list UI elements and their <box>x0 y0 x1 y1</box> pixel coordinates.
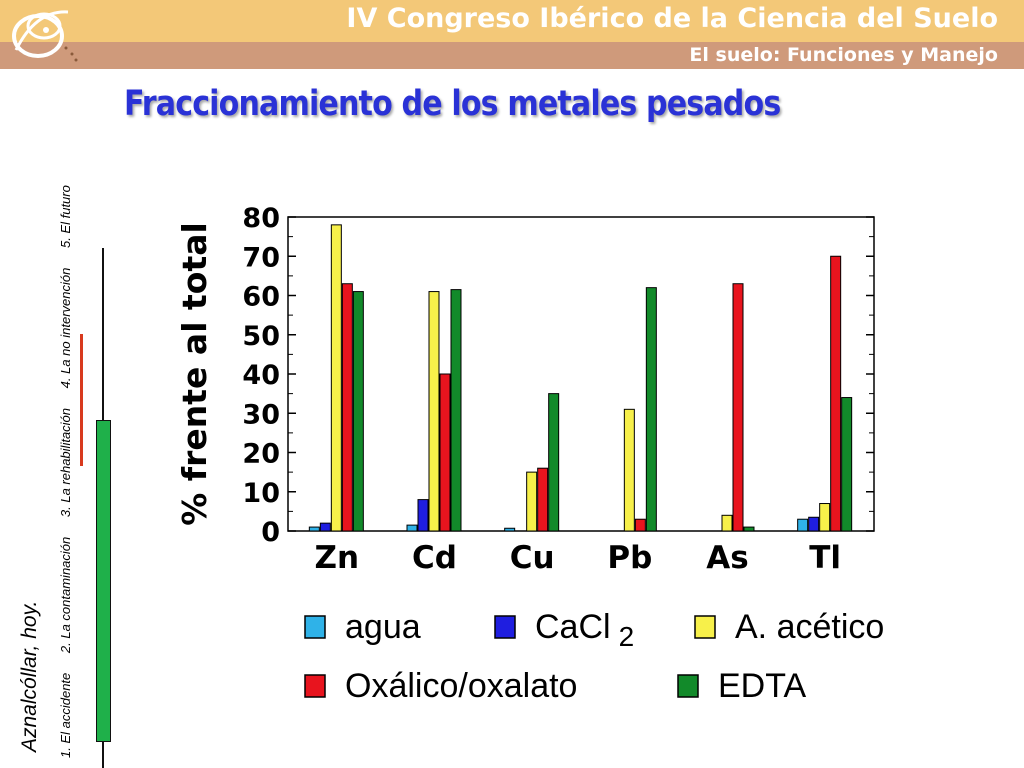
bar-cd-2 <box>428 291 440 532</box>
bar-cu-0 <box>504 527 516 532</box>
bar-pb-3 <box>634 518 646 532</box>
town-label: Aznalcóllar, hoy. <box>18 600 41 752</box>
conference-subtitle: El suelo: Funciones y Manejo <box>689 44 998 66</box>
y-tick-label: 60 <box>242 282 280 313</box>
x-tick-label: Cd <box>412 540 457 576</box>
current-section-marker <box>80 334 83 466</box>
bar-cu-2 <box>526 471 538 532</box>
bar-cd-4 <box>450 289 462 532</box>
legend-label-4: EDTA <box>718 667 806 705</box>
bar-cd-0 <box>406 524 418 532</box>
y-tick-label: 0 <box>261 517 280 548</box>
nav-item-future[interactable]: 5. El futuro <box>58 185 73 249</box>
y-tick-label: 80 <box>242 203 280 234</box>
header-top-band <box>0 0 1024 42</box>
bar-zn-0 <box>308 526 320 532</box>
bar-tl-2 <box>819 503 831 532</box>
y-tick-label: 30 <box>242 399 280 430</box>
bar-tl-4 <box>841 397 853 532</box>
section-nav: 1. El accidente 2. La contaminación 3. L… <box>58 169 73 758</box>
y-tick-label: 40 <box>242 360 280 391</box>
legend-label-3: Oxálico/oxalato <box>345 667 577 705</box>
bar-zn-2 <box>330 224 342 532</box>
header-bottom-band <box>0 42 1024 69</box>
nav-item-accident[interactable]: 1. El accidente <box>58 672 73 758</box>
conference-title: IV Congreso Ibérico de la Ciencia del Su… <box>346 3 998 34</box>
slide-title: Fraccionamiento de los metales pesados <box>124 84 781 124</box>
bar-tl-1 <box>808 516 820 532</box>
y-tick-label: 20 <box>242 439 280 470</box>
nav-item-no-intervention[interactable]: 4. La no intervención <box>58 267 73 389</box>
bar-pb-4 <box>645 287 657 532</box>
nav-item-rehabilitation[interactable]: 3. La rehabilitación <box>58 407 73 518</box>
legend-label-0: agua <box>345 608 421 646</box>
y-axis-label: % frente al total <box>175 222 214 526</box>
y-tick-label: 50 <box>242 321 280 352</box>
bar-cu-4 <box>548 393 560 532</box>
bar-as-2 <box>721 514 733 532</box>
x-tick-label: Pb <box>607 540 652 576</box>
legend-label-2: A. acético <box>735 608 884 646</box>
progress-bar <box>96 420 111 742</box>
x-tick-label: Zn <box>315 540 360 576</box>
bar-zn-3 <box>341 283 353 532</box>
plot-frame <box>287 216 875 532</box>
nav-item-contamination[interactable]: 2. La contaminación <box>58 536 73 654</box>
bar-zn-4 <box>352 291 364 532</box>
bar-zn-1 <box>319 522 331 532</box>
bar-tl-3 <box>830 255 842 532</box>
bar-tl-0 <box>797 518 809 532</box>
x-tick-label: As <box>706 540 748 576</box>
bar-pb-2 <box>623 408 635 532</box>
x-tick-label: Cu <box>510 540 555 576</box>
legend-label-1: CaCl 2 <box>535 608 634 652</box>
bar-as-4 <box>743 526 755 532</box>
bar-chart: 0 10 20 30 40 50 60 70 80 % frente al total Zn Cd Cu… <box>175 203 884 705</box>
legend-swatch-4 <box>677 674 699 698</box>
congress-logo-icon <box>12 10 78 62</box>
bar-as-3 <box>732 283 744 532</box>
legend-swatch-0 <box>304 615 326 639</box>
bar-cd-1 <box>417 499 429 532</box>
y-tick-label: 70 <box>242 242 280 273</box>
legend-swatch-2 <box>694 615 716 639</box>
y-tick-label: 10 <box>242 478 280 509</box>
legend-swatch-3 <box>304 674 326 698</box>
legend-swatch-1 <box>494 615 516 639</box>
bar-cd-3 <box>439 373 451 532</box>
bar-cu-3 <box>537 467 549 532</box>
x-tick-label: Tl <box>809 540 841 576</box>
